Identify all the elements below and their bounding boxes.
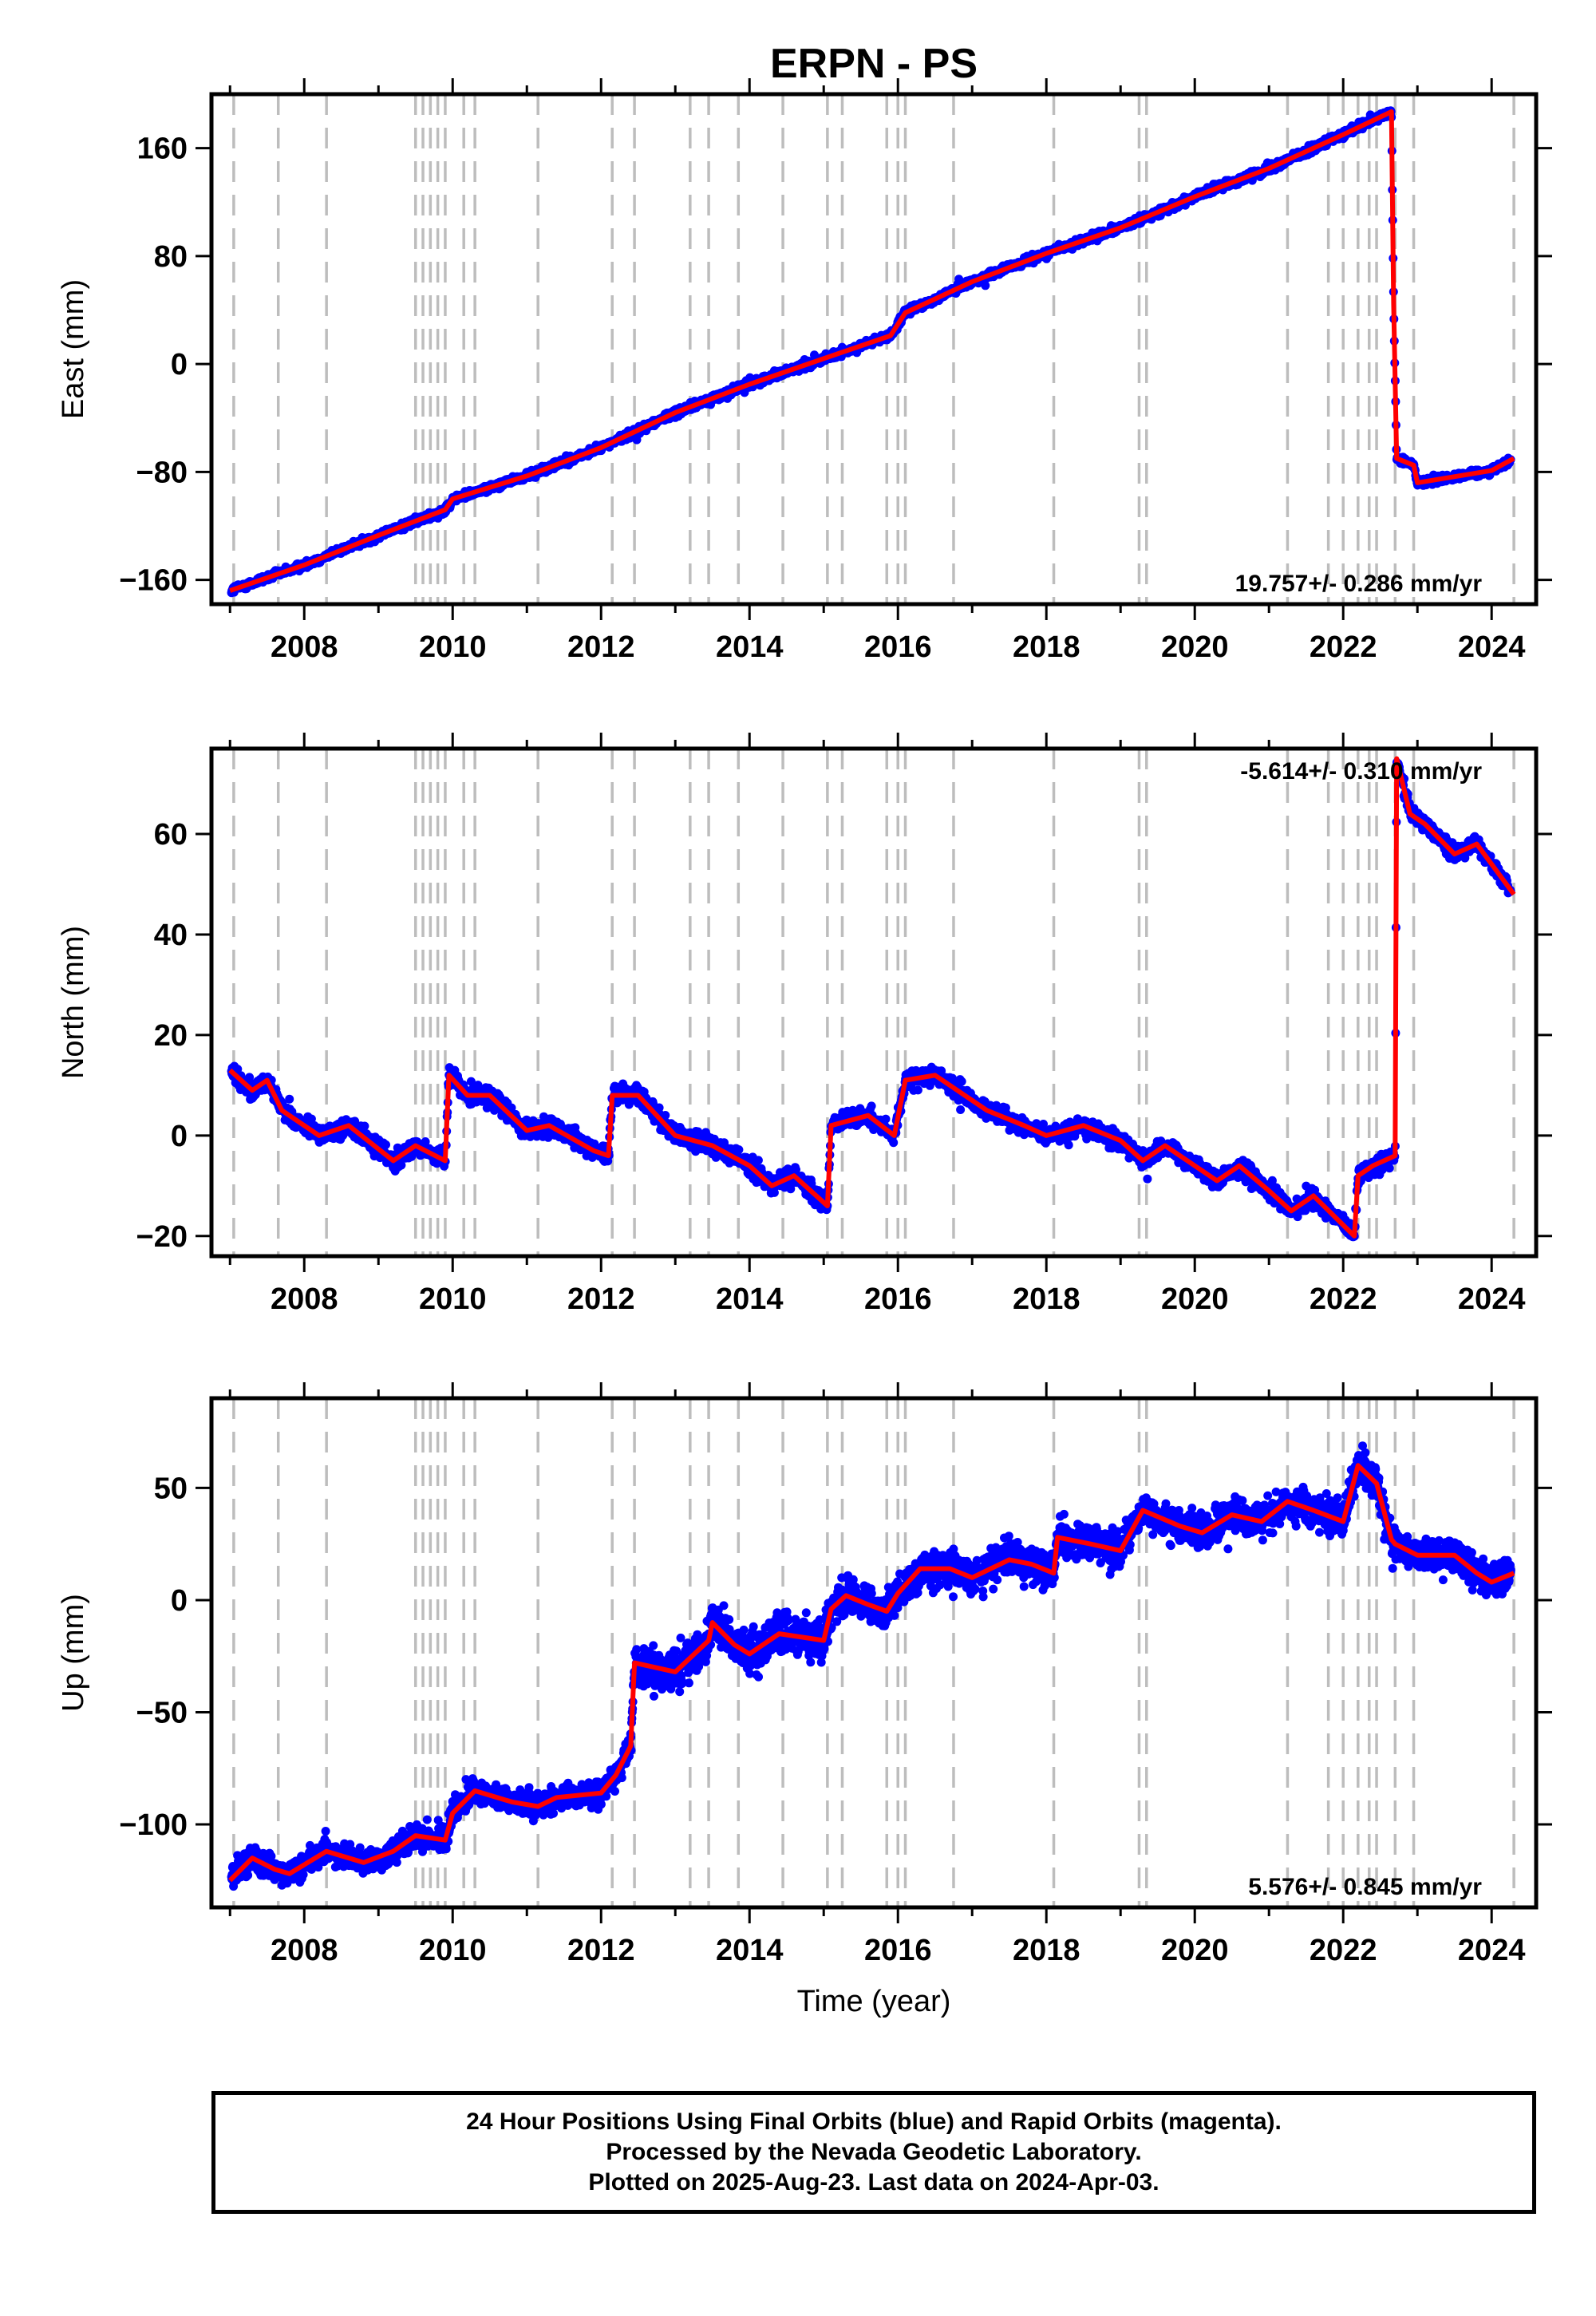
- plot-area: [227, 94, 1515, 604]
- rate-annotation: 19.757+/- 0.286 mm/yr: [1235, 571, 1483, 597]
- y-tick-label: −160: [119, 564, 188, 598]
- data-point: [786, 1184, 796, 1194]
- data-point: [753, 1156, 763, 1165]
- x-tick-label: 2016: [864, 630, 932, 664]
- y-axis-label: East (mm): [57, 279, 90, 419]
- data-point: [734, 1145, 744, 1155]
- x-tick-label: 2020: [1161, 630, 1229, 664]
- data-point: [981, 281, 990, 290]
- north-panel: 2008 2010 2012 2014 2016 2018 2020 2022 2024−200…: [57, 733, 1552, 1316]
- plot-frame: [209, 92, 1539, 607]
- x-tick-label: 2012: [567, 630, 635, 664]
- chart-title: ERPN - PS: [770, 41, 978, 87]
- y-tick-label: 160: [137, 132, 188, 166]
- data-point: [360, 1121, 369, 1131]
- y-tick-label: 0: [171, 348, 188, 381]
- x-tick-label: 2010: [419, 630, 487, 664]
- data-point: [661, 1111, 670, 1120]
- east-panel: 2008 2010 2012 2014 2016 2018 2020 2022 2024 −160…: [57, 78, 1552, 664]
- data-point: [913, 1085, 922, 1095]
- data-point: [889, 1138, 899, 1148]
- data-point: [881, 1114, 891, 1124]
- y-tick-label: 80: [154, 240, 188, 274]
- data-point: [381, 1140, 390, 1149]
- data-point: [421, 1137, 430, 1146]
- model-line: [229, 109, 1515, 593]
- x-tick-label: 2024: [1458, 630, 1526, 664]
- y-tick-label: −80: [136, 456, 188, 489]
- data-point: [233, 1065, 243, 1074]
- data-point: [285, 1094, 294, 1104]
- x-tick-label: 2022: [1310, 630, 1377, 664]
- data-point: [654, 1103, 664, 1113]
- x-tick-label: 2014: [716, 630, 784, 664]
- data-point: [397, 1160, 406, 1170]
- x-tick-label: 2008: [271, 630, 338, 664]
- data-point: [792, 1165, 800, 1174]
- data-point: [306, 1114, 316, 1124]
- plot-area: [227, 749, 1516, 1256]
- data-point: [867, 1101, 876, 1111]
- x-tick-label: 2018: [1013, 630, 1080, 664]
